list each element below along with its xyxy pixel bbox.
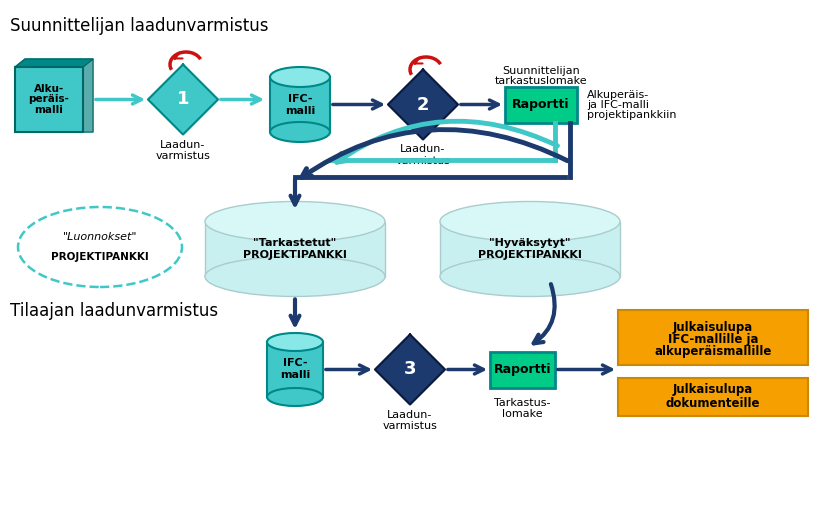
Polygon shape: [15, 59, 93, 67]
Ellipse shape: [440, 202, 620, 241]
Polygon shape: [375, 334, 445, 404]
Bar: [205, 221, 385, 277]
Ellipse shape: [18, 207, 182, 287]
Text: ja IFC-malli: ja IFC-malli: [587, 99, 649, 110]
Text: 3: 3: [404, 360, 416, 378]
FancyArrowPatch shape: [337, 121, 558, 162]
Text: "Luonnokset": "Luonnokset": [63, 232, 137, 242]
Text: IFC-: IFC-: [288, 94, 312, 103]
Text: Raportti: Raportti: [494, 363, 551, 376]
Polygon shape: [148, 65, 218, 134]
Bar: [270, 77, 330, 132]
Bar: [618, 310, 808, 364]
Text: dokumenteille: dokumenteille: [666, 397, 760, 410]
FancyArrowPatch shape: [533, 284, 555, 343]
Text: Julkaisulupa: Julkaisulupa: [673, 321, 753, 333]
Bar: [15, 67, 83, 132]
Polygon shape: [388, 69, 458, 140]
Text: tarkastuslomake: tarkastuslomake: [495, 77, 587, 86]
Text: peräis-: peräis-: [29, 95, 70, 104]
Text: Suunnittelijan laadunvarmistus: Suunnittelijan laadunvarmistus: [10, 17, 268, 35]
Ellipse shape: [270, 122, 330, 142]
Bar: [618, 377, 808, 416]
Text: Julkaisulupa: Julkaisulupa: [673, 383, 753, 396]
Text: 2: 2: [416, 96, 429, 114]
Text: Raportti: Raportti: [512, 98, 570, 111]
Ellipse shape: [270, 67, 330, 87]
Ellipse shape: [267, 388, 323, 406]
Text: IFC-mallille ja: IFC-mallille ja: [667, 332, 758, 345]
Ellipse shape: [205, 202, 385, 241]
Text: Laadun-
varmistus: Laadun- varmistus: [383, 409, 438, 431]
Bar: [490, 352, 555, 388]
Text: IFC-: IFC-: [283, 358, 308, 369]
Text: "Hyväksytyt": "Hyväksytyt": [489, 238, 571, 248]
Text: Alku-: Alku-: [34, 84, 64, 94]
Text: "Tarkastetut": "Tarkastetut": [254, 238, 337, 248]
Text: PROJEKTIPANKKI: PROJEKTIPANKKI: [51, 252, 149, 262]
Text: projektipankkiin: projektipankkiin: [587, 110, 676, 119]
Text: Tarkastus-
lomake: Tarkastus- lomake: [494, 398, 551, 419]
Ellipse shape: [267, 333, 323, 351]
Text: alkuperäismallille: alkuperäismallille: [654, 344, 771, 357]
Text: Laadun-
varmistus: Laadun- varmistus: [396, 144, 451, 166]
Text: malli: malli: [280, 371, 310, 381]
Text: PROJEKTIPANKKI: PROJEKTIPANKKI: [243, 250, 347, 260]
Polygon shape: [83, 59, 93, 132]
Text: malli: malli: [34, 105, 64, 115]
Text: Alkuperäis-: Alkuperäis-: [587, 89, 649, 99]
Text: Tilaajan laadunvarmistus: Tilaajan laadunvarmistus: [10, 302, 218, 320]
Bar: [267, 342, 323, 397]
Text: Laadun-
varmistus: Laadun- varmistus: [155, 140, 210, 161]
Text: 1: 1: [177, 90, 189, 109]
Text: PROJEKTIPANKKI: PROJEKTIPANKKI: [478, 250, 582, 260]
Bar: [440, 221, 620, 277]
Ellipse shape: [205, 256, 385, 297]
Text: Suunnittelijan: Suunnittelijan: [502, 67, 580, 77]
FancyArrowPatch shape: [302, 130, 568, 177]
Text: malli: malli: [285, 105, 315, 115]
Bar: [505, 86, 577, 123]
Ellipse shape: [440, 256, 620, 297]
